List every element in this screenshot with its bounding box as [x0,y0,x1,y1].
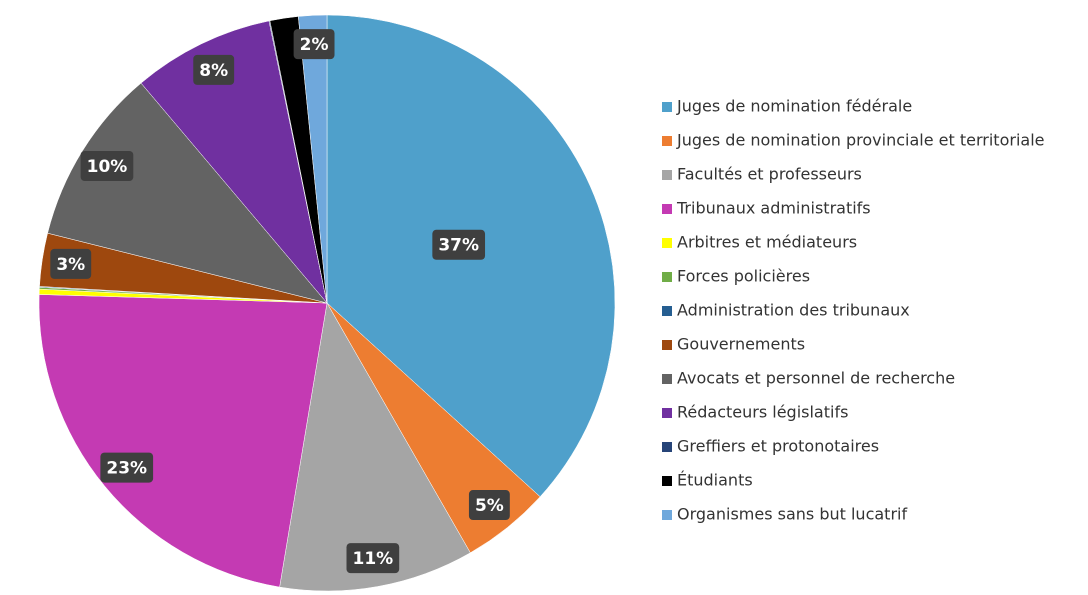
legend-label: Tribunaux administratifs [676,199,871,218]
value-label-text: 5% [475,496,504,516]
label-box [50,248,92,279]
legend-label: Organismes sans but lucatrif [677,505,907,524]
legend-label: Juges de nomination fédérale [676,97,912,116]
label-box [432,229,486,260]
legend-label: Avocats et personnel de recherche [677,369,955,388]
legend-label: Administration des tribunaux [677,301,910,320]
legend-label: Arbitres et médiateurs [677,233,857,252]
legend-swatch [662,510,672,520]
value-label-text: 23% [106,459,147,479]
value-label-text: 2% [300,35,329,55]
legend-swatch [662,170,672,180]
value-label-text: 10% [87,157,128,177]
value-label-text: 11% [352,549,393,569]
legend-label: Juges de nomination provinciale et terri… [676,131,1044,150]
label-box [80,151,134,182]
legend-label: Étudiants [677,471,753,490]
label-box [468,490,510,521]
label-box [193,54,235,85]
legend-label: Forces policières [677,267,810,286]
value-label: 10% [80,151,134,182]
legend-swatch [662,102,672,112]
legend-label: Facultés et professeurs [677,165,862,184]
legend-label: Rédacteurs législatifs [677,403,848,422]
legend-swatch [662,340,672,350]
label-box [293,29,335,60]
value-label: 11% [346,543,400,574]
legend-label: Greffiers et protonotaires [677,437,879,456]
value-label: 37% [432,229,486,260]
pie-slice [140,20,328,304]
legend-swatch [662,306,672,316]
value-label-text: 8% [199,61,228,81]
legend-swatch [662,408,672,418]
legend-swatch [662,442,672,452]
value-label: 23% [100,452,154,483]
label-box [346,543,400,574]
value-label: 3% [50,248,92,279]
label-box [100,452,154,483]
legend-swatch [662,272,672,282]
value-label-text: 3% [56,255,85,275]
legend-label: Gouvernements [677,335,805,354]
legend-swatch [662,374,672,384]
value-label: 8% [193,54,235,85]
value-label: 2% [293,29,335,60]
legend-swatch [662,136,672,146]
legend-swatch [662,204,672,214]
value-label: 5% [468,490,510,521]
pie-slice [298,14,328,304]
pie-slice [47,82,328,304]
pie-slice [38,294,328,588]
legend-swatch [662,476,672,486]
pie-slice [279,302,471,592]
value-label-text: 37% [438,236,479,256]
legend-swatch [662,238,672,248]
